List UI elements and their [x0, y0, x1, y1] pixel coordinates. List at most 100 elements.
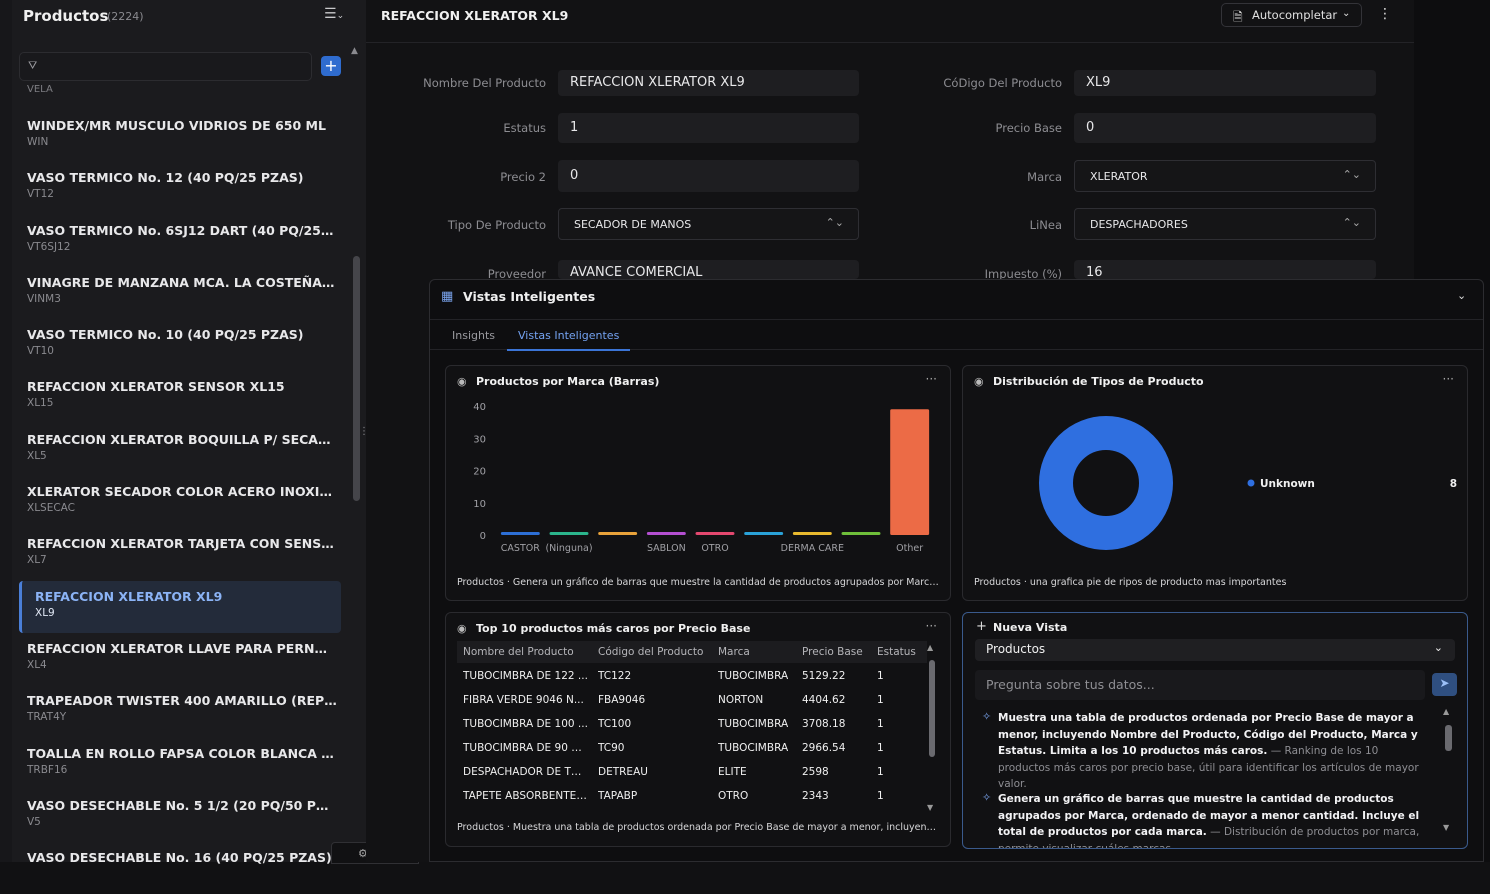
nombre-field[interactable]: REFACCION XLERATOR XL9	[558, 70, 859, 96]
suggestion-item[interactable]: Genera un gráfico de barras que muestre …	[998, 791, 1428, 849]
linea-label: LiNea	[1029, 218, 1062, 232]
partial-list-item-code: VELA	[27, 84, 53, 95]
estatus-label: Estatus	[503, 121, 546, 135]
table-cell: 1	[877, 694, 884, 706]
list-item[interactable]: TOALLA EN ROLLO FAPSA COLOR BLANCA DE 1.…	[19, 738, 341, 790]
list-item[interactable]: TRAPEADOR TWISTER 400 AMARILLO (REP) 824…	[19, 685, 341, 737]
list-item[interactable]: REFACCION XLERATOR TARJETA CON SENSOR ..…	[19, 528, 341, 580]
eye-icon[interactable]: ◉	[974, 375, 984, 388]
bar[interactable]	[792, 532, 832, 535]
autocomplete-button[interactable]: 🗎 Autocompletar ⌄	[1221, 3, 1362, 27]
column-header[interactable]: Código del Producto	[598, 646, 704, 658]
bar[interactable]	[695, 532, 735, 535]
list-item[interactable]: REFACCION XLERATOR XL9 XL9	[19, 580, 341, 633]
product-sidebar: Productos (2224) ☰⌄ ⛛ + ▲ ⋮⋮ VELA WINDEX…	[0, 0, 419, 865]
product-code: XLSECAC	[27, 502, 76, 515]
scroll-down-arrow-icon[interactable]: ▼	[927, 803, 934, 812]
tab-insights[interactable]: Insights	[452, 329, 496, 342]
list-item[interactable]: VASO TERMICO No. 10 (40 PQ/25 PZAS) VT10	[19, 319, 341, 371]
list-item[interactable]: VASO DESECHABLE No. 5 1/2 (20 PQ/50 PZAS…	[19, 790, 341, 842]
scroll-up-arrow-icon[interactable]: ▲	[1443, 707, 1450, 716]
bar[interactable]	[598, 532, 638, 535]
list-item[interactable]: WINDEX/MR MUSCULO VIDRIOS DE 650 ML WIN	[19, 110, 341, 162]
table-scrollbar[interactable]	[929, 660, 935, 757]
suggestion-description: — Distribución de productos por marca, p…	[998, 826, 1420, 849]
more-options-icon[interactable]: ⋮	[1378, 6, 1392, 22]
estatus-field[interactable]: 1	[558, 113, 859, 143]
suggestions-scrollbar[interactable]	[1445, 725, 1452, 751]
bar[interactable]	[646, 532, 686, 535]
table-row[interactable]: TUBOCIMBRA DE 122 ... TC122 TUBOCIMBRA 5129…	[457, 665, 927, 689]
suggestion-bold: Muestra una tabla de productos ordenada …	[998, 712, 1418, 757]
chevron-down-icon[interactable]: ⌄	[1457, 289, 1467, 302]
list-item[interactable]: XLERATOR SECADOR COLOR ACERO INOXIDABL..…	[19, 476, 341, 528]
table-cell: 2966.54	[802, 742, 846, 754]
table-row[interactable]: TUBOCIMBRA DE 100 ... TC100 TUBOCIMBRA 3708…	[457, 713, 927, 737]
sort-menu-icon[interactable]: ☰⌄	[324, 6, 345, 22]
table-cell: TAPETE ABSORBENTE ...	[463, 790, 588, 802]
y-tick-label: 30	[473, 434, 486, 445]
bar[interactable]	[549, 532, 589, 535]
product-name: VASO TERMICO No. 10 (40 PQ/25 PZAS)	[27, 327, 304, 343]
precio2-field[interactable]: 0	[558, 160, 859, 192]
x-tick-label: OTRO	[701, 543, 728, 554]
linea-select[interactable]: DESPACHADORES ⌃⌄	[1074, 208, 1376, 240]
list-item[interactable]: REFACCION XLERATOR BOQUILLA P/ SECADOR..…	[19, 424, 341, 476]
table-row[interactable]: FIBRA VERDE 9046 N... FBA9046 NORTON 4404.6…	[457, 689, 927, 713]
list-item[interactable]: VASO TERMICO No. 12 (40 PQ/25 PZAS) VT12	[19, 162, 341, 214]
table-cell: TUBOCIMBRA	[718, 670, 789, 682]
more-options-icon[interactable]: ···	[925, 619, 937, 633]
column-header[interactable]: Nombre del Producto	[463, 646, 574, 658]
list-item[interactable]: REFACCION XLERATOR SENSOR XL15 XL15	[19, 371, 341, 423]
proveedor-field[interactable]: AVANCE COMERCIAL	[558, 260, 859, 279]
column-header[interactable]: Precio Base	[802, 646, 863, 658]
list-item[interactable]: VASO TERMICO No. 6SJ12 DART (40 PQ/25 PZ…	[19, 215, 341, 267]
suggestion-description: — Ranking de los 10 productos más caros …	[998, 745, 1419, 790]
question-input[interactable]: Pregunta sobre tus datos...	[975, 670, 1425, 700]
legend-label: Unknown	[1260, 478, 1315, 490]
add-product-button[interactable]: +	[321, 56, 341, 76]
more-options-icon[interactable]: ···	[925, 372, 937, 386]
filter-input[interactable]: ⛛	[19, 52, 312, 81]
bar[interactable]	[744, 532, 784, 535]
bar[interactable]	[500, 532, 540, 535]
tipo-select[interactable]: SECADOR DE MANOS ⌃⌄	[558, 208, 859, 240]
table-row[interactable]: TAPETE ABSORBENTE ... TAPABP OTRO 2343 1	[457, 785, 927, 809]
suggestion-bold: Genera un gráfico de barras que muestre …	[998, 793, 1420, 838]
bar[interactable]	[890, 409, 930, 535]
pie-chart-card: ◉ Distribución de Tipos de Producto ··· …	[962, 365, 1468, 601]
precio-base-field[interactable]: 0	[1074, 113, 1376, 143]
updown-chevron-icon: ⌃⌄	[825, 216, 844, 229]
x-tick-label: CASTOR	[501, 543, 540, 554]
sidebar-scrollbar[interactable]	[353, 256, 360, 501]
source-select[interactable]: Productos ⌄	[975, 639, 1455, 661]
product-name: WINDEX/MR MUSCULO VIDRIOS DE 650 ML	[27, 118, 326, 133]
table-row[interactable]: TUBOCIMBRA DE 90 C... TC90 TUBOCIMBRA 2966.…	[457, 737, 927, 761]
send-icon[interactable]: ➤	[1432, 673, 1457, 696]
scroll-up-arrow-icon[interactable]: ▲	[351, 46, 358, 56]
pie-slice[interactable]	[1039, 416, 1173, 550]
y-tick-label: 0	[480, 531, 486, 542]
linea-value: DESPACHADORES	[1090, 218, 1188, 231]
list-item[interactable]: VINAGRE DE MANZANA MCA. LA COSTEÑA 3.7 L…	[19, 267, 341, 319]
scroll-up-arrow-icon[interactable]: ▲	[927, 643, 934, 652]
source-value: Productos	[986, 642, 1046, 656]
bar[interactable]	[841, 532, 881, 535]
suggestion-item[interactable]: Muestra una tabla de productos ordenada …	[998, 710, 1428, 793]
column-header[interactable]: Marca	[718, 646, 750, 658]
table-cell: 1	[877, 718, 884, 730]
table-row[interactable]: DESPACHADOR DE TO... DETREAU ELITE 2598 1	[457, 761, 927, 785]
marca-select[interactable]: XLERATOR ⌃⌄	[1074, 160, 1376, 192]
eye-icon[interactable]: ◉	[457, 622, 467, 635]
impuesto-field[interactable]: 16	[1074, 260, 1376, 279]
x-tick-label: DERMA CARE	[781, 543, 844, 554]
column-header[interactable]: Estatus	[877, 646, 916, 658]
list-item[interactable]: VASO DESECHABLE No. 16 (40 PQ/25 PZAS)	[19, 842, 341, 894]
scroll-down-arrow-icon[interactable]: ▼	[1443, 823, 1450, 832]
table-cell: 1	[877, 766, 884, 778]
eye-icon[interactable]: ◉	[457, 375, 467, 388]
tab-vistas-inteligentes[interactable]: Vistas Inteligentes	[507, 329, 631, 351]
more-options-icon[interactable]: ···	[1442, 372, 1454, 386]
list-item[interactable]: REFACCION XLERATOR LLAVE PARA PERNO DE .…	[19, 633, 341, 685]
codigo-field[interactable]: XL9	[1074, 70, 1376, 96]
